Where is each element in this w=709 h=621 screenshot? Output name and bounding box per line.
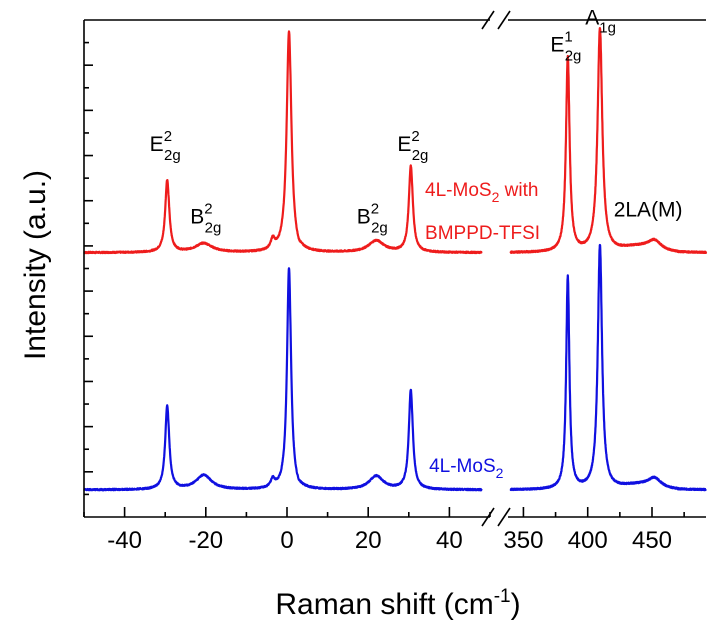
x-tick-label: -40 [107,527,142,554]
x-tick-label: 40 [436,527,463,554]
series-line-treated-segment-2 [509,27,708,254]
x-tick-label: 450 [632,527,672,554]
series-line-pristine-segment-2 [509,243,707,492]
series-line-pristine-segment-1 [83,267,483,492]
peak-label-b2g2-left: B2 2g [190,200,221,236]
x-axis-title-main: Raman shift (cm [275,588,493,621]
x-tick-label: 0 [280,527,293,554]
axis-break-mark-bottom-2 [497,507,511,527]
series-layer [83,27,708,492]
x-axis-title: Raman shift (cm-1) [275,586,520,621]
peak-label-a1g: A1g [585,7,616,37]
peak-label-e2g1: E1 2g [550,29,581,65]
legend-label-treated-line1: 4L-MoS2 with [425,180,538,205]
series-line-treated-segment-1 [83,30,483,255]
peak-label-2la: 2LA(M) [614,199,683,222]
x-axis-title-sup: -1 [494,586,511,607]
y-axis-title: Intensity (a.u.) [19,170,52,360]
axis-break-mark-bottom-1 [481,507,495,527]
axis-layer: -40 -20 0 20 40 350 400 450 [83,10,706,554]
x-tick-label: 400 [568,527,608,554]
axis-break-mark-top-2 [497,10,511,30]
peak-label-e2g2-left: E2 2g [150,128,181,164]
x-tick-label: 350 [503,527,543,554]
x-tick-label: -20 [188,527,223,554]
legend-label-treated-line2: BMPPD-TFSI [425,223,540,244]
peak-label-e2g2-right: E2 2g [397,128,428,164]
x-tick-label: 20 [355,527,382,554]
legend-label-pristine: 4L-MoS2 [429,456,504,481]
x-axis-title-close: ) [511,588,521,621]
axis-break-mark-top-1 [481,10,495,30]
peak-label-b2g2-right: B2 2g [357,200,388,236]
